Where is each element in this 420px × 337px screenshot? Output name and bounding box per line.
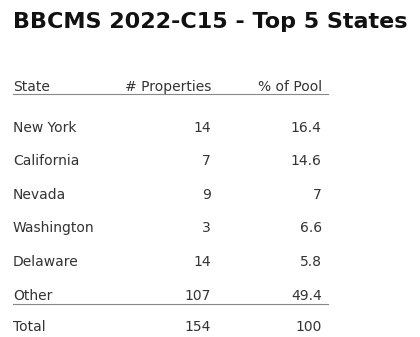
Text: 6.6: 6.6: [299, 221, 322, 235]
Text: 3: 3: [202, 221, 211, 235]
Text: 107: 107: [184, 288, 211, 303]
Text: California: California: [13, 154, 79, 168]
Text: Nevada: Nevada: [13, 188, 66, 202]
Text: 14: 14: [193, 255, 211, 269]
Text: Other: Other: [13, 288, 52, 303]
Text: % of Pool: % of Pool: [257, 80, 322, 94]
Text: 14: 14: [193, 121, 211, 135]
Text: 7: 7: [202, 154, 211, 168]
Text: 154: 154: [184, 320, 211, 334]
Text: 16.4: 16.4: [291, 121, 322, 135]
Text: State: State: [13, 80, 50, 94]
Text: 100: 100: [295, 320, 322, 334]
Text: BBCMS 2022-C15 - Top 5 States: BBCMS 2022-C15 - Top 5 States: [13, 12, 407, 32]
Text: 9: 9: [202, 188, 211, 202]
Text: # Properties: # Properties: [124, 80, 211, 94]
Text: New York: New York: [13, 121, 76, 135]
Text: Washington: Washington: [13, 221, 94, 235]
Text: 49.4: 49.4: [291, 288, 322, 303]
Text: 14.6: 14.6: [291, 154, 322, 168]
Text: Delaware: Delaware: [13, 255, 79, 269]
Text: Total: Total: [13, 320, 45, 334]
Text: 7: 7: [313, 188, 322, 202]
Text: 5.8: 5.8: [300, 255, 322, 269]
